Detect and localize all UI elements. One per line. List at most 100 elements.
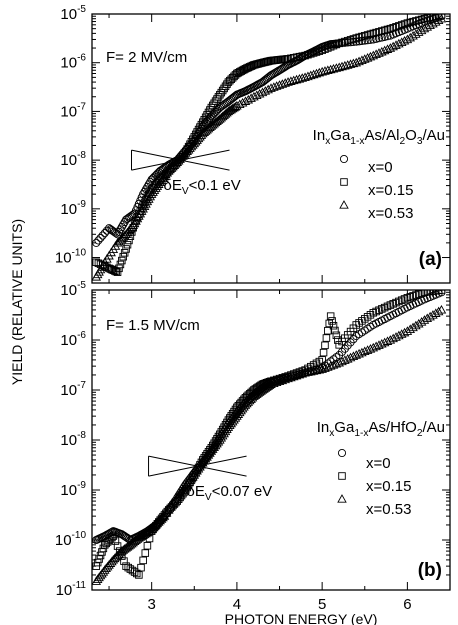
data-point <box>197 120 206 129</box>
data-point <box>211 97 220 105</box>
data-point <box>315 357 324 366</box>
data-point <box>412 17 420 25</box>
data-point <box>118 256 126 265</box>
data-point <box>389 23 397 32</box>
data-point <box>112 550 123 560</box>
data-point <box>309 49 318 57</box>
y-tick-label: 10-7 <box>60 101 86 120</box>
data-point <box>433 15 444 25</box>
data-point <box>297 73 308 82</box>
x-tick-label: 5 <box>318 596 326 613</box>
data-point <box>94 236 103 245</box>
data-point <box>244 63 253 72</box>
data-point <box>240 400 251 409</box>
data-point <box>143 542 152 550</box>
data-point <box>113 230 122 239</box>
data-point <box>361 315 369 323</box>
data-point <box>117 222 126 232</box>
data-point <box>332 40 341 49</box>
data-point <box>120 557 128 565</box>
data-point <box>308 366 319 375</box>
data-point <box>301 51 309 60</box>
data-point <box>436 304 447 314</box>
data-point <box>318 46 326 55</box>
data-point <box>400 295 409 303</box>
data-point <box>227 103 238 113</box>
data-point <box>194 125 203 134</box>
data-point <box>109 553 120 563</box>
data-point <box>230 101 241 111</box>
data-point <box>250 390 261 399</box>
data-point <box>366 30 375 38</box>
data-point <box>308 69 319 79</box>
data-point <box>118 232 129 241</box>
data-point <box>304 50 312 59</box>
data-point <box>326 357 335 366</box>
y-tick-label: 10-7 <box>60 380 86 399</box>
data-point <box>106 225 115 234</box>
data-point <box>201 113 210 122</box>
legend-marker <box>339 200 349 209</box>
data-point <box>245 63 254 71</box>
data-point <box>115 264 123 273</box>
data-point <box>108 554 119 564</box>
data-points <box>92 290 447 585</box>
data-point <box>110 267 119 275</box>
x-tick-label: 4 <box>233 596 241 613</box>
data-point <box>271 377 282 387</box>
data-point <box>221 82 230 91</box>
data-point <box>378 305 386 313</box>
data-point <box>369 309 378 317</box>
data-point <box>112 237 123 247</box>
legend-entry: x=0 <box>339 154 393 176</box>
data-point <box>249 391 259 400</box>
data-point <box>118 545 129 554</box>
data-point <box>119 220 128 229</box>
data-point <box>335 39 343 48</box>
data-point <box>375 28 383 36</box>
data-point <box>109 266 118 275</box>
data-point <box>294 369 305 379</box>
legend-title: InxGa1-xAs/Al2O3/Au <box>313 127 445 147</box>
data-point <box>349 35 358 43</box>
data-point <box>158 512 168 522</box>
data-point <box>286 372 296 382</box>
data-point <box>171 158 181 168</box>
data-point <box>409 292 417 300</box>
legend-entry: x=0.53 <box>339 200 413 222</box>
data-point <box>303 71 313 81</box>
data-point <box>277 375 288 385</box>
data-point <box>433 306 444 316</box>
data-point <box>98 231 107 240</box>
legend-entry: x=0.15 <box>340 178 413 199</box>
data-point <box>328 63 339 73</box>
data-point <box>247 62 255 70</box>
data-point <box>328 317 336 325</box>
data-point <box>320 66 330 75</box>
data-point <box>295 52 304 61</box>
data-point <box>380 303 389 312</box>
data-point <box>311 365 322 375</box>
x-tick-label: 3 <box>147 596 155 613</box>
data-point <box>217 88 226 97</box>
y-tick-label: 10-10 <box>55 530 87 549</box>
data-point <box>329 321 338 330</box>
data-point <box>145 190 153 199</box>
data-points <box>92 14 447 281</box>
data-point <box>137 563 145 572</box>
data-point <box>123 240 132 249</box>
data-point <box>266 83 276 92</box>
data-point <box>109 532 118 540</box>
data-point <box>437 14 446 19</box>
data-point <box>277 79 288 88</box>
data-point <box>96 233 105 243</box>
data-point <box>307 50 315 58</box>
series-triangle <box>92 304 447 585</box>
y-axis-label: YIELD (RELATIVE UNITS) <box>9 219 25 385</box>
data-point <box>343 36 352 45</box>
data-point <box>318 356 326 364</box>
data-point <box>403 19 412 27</box>
data-point <box>312 48 321 56</box>
annotation-label: δEV<0.1 eV <box>164 177 241 197</box>
data-point <box>358 317 366 325</box>
